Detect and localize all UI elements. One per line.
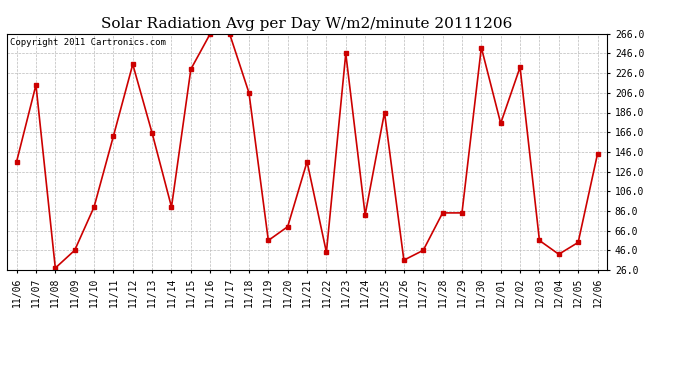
Text: Copyright 2011 Cartronics.com: Copyright 2011 Cartronics.com: [10, 39, 166, 48]
Title: Solar Radiation Avg per Day W/m2/minute 20111206: Solar Radiation Avg per Day W/m2/minute …: [101, 17, 513, 31]
